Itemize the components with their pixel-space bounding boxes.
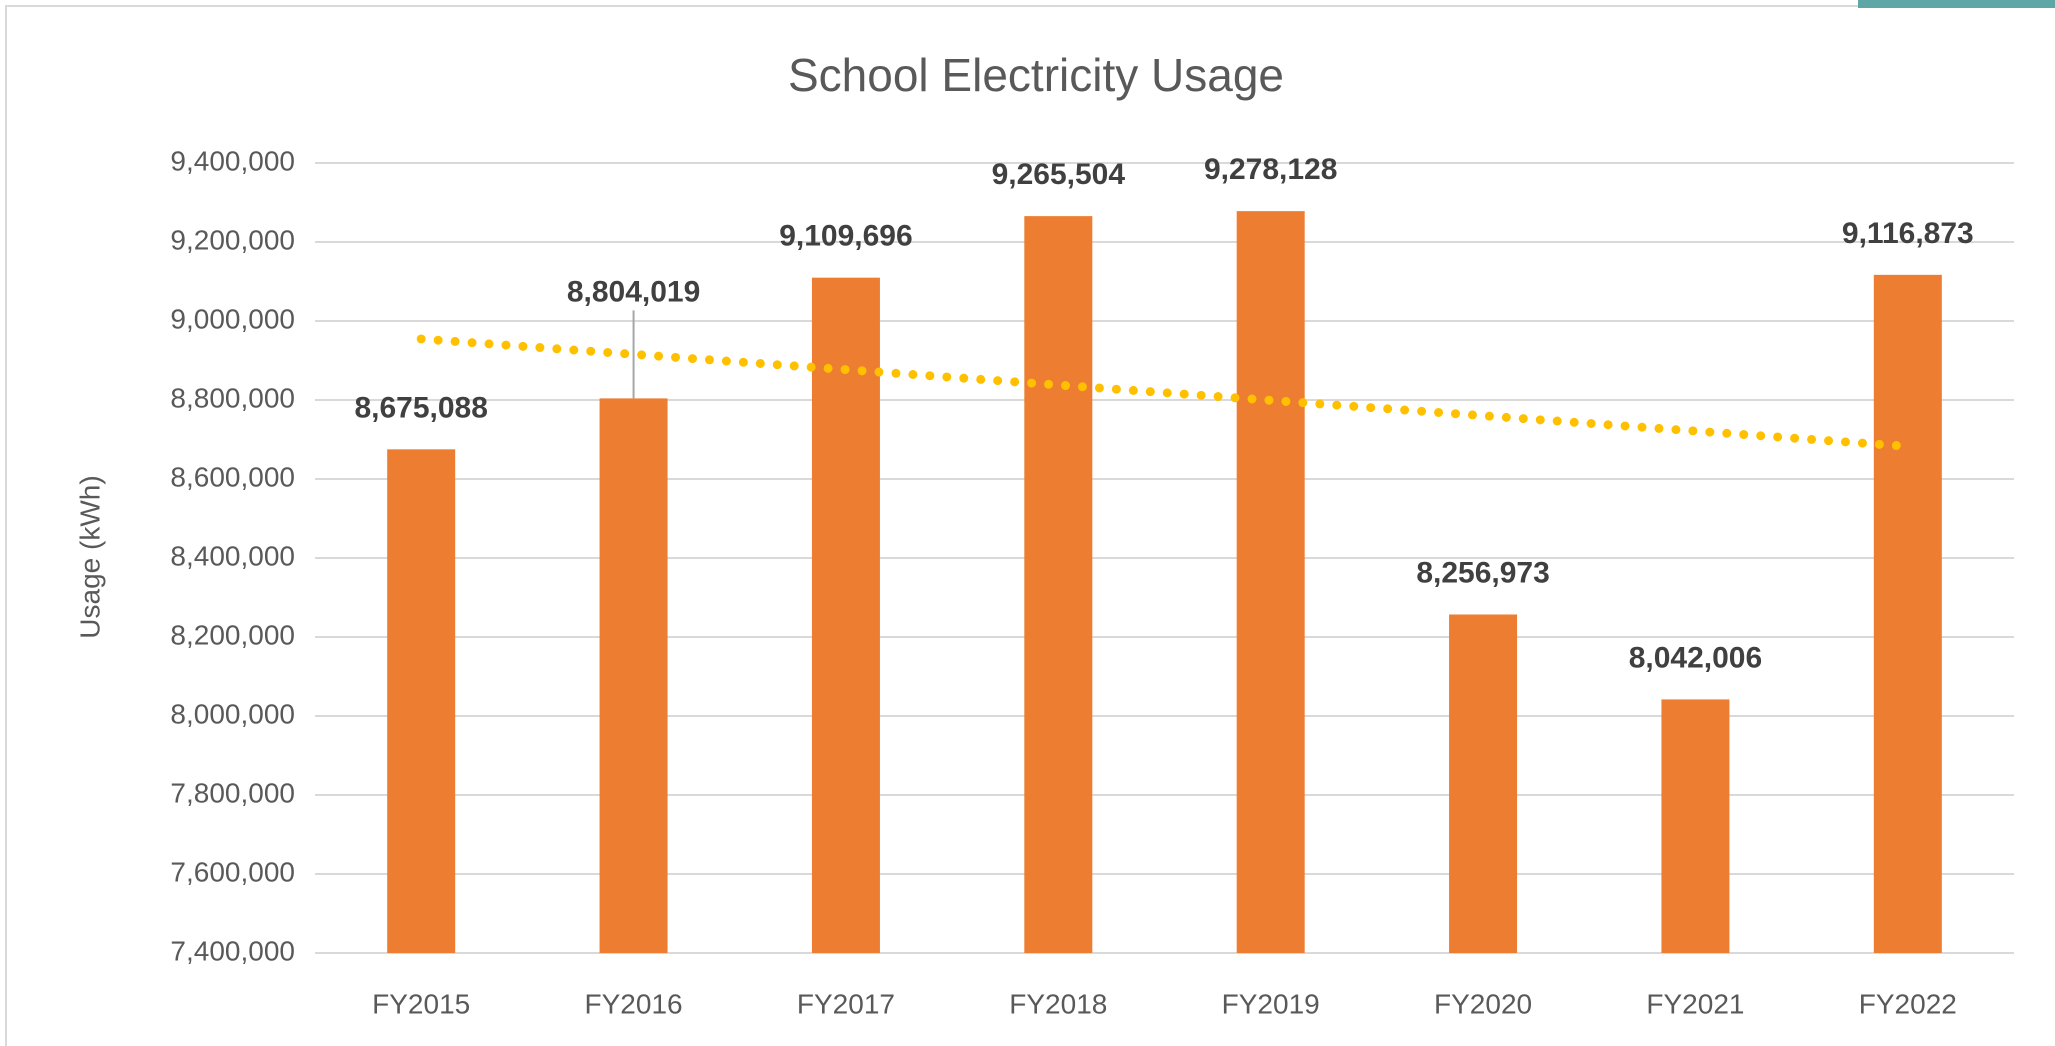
- y-tick-label: 8,400,000: [170, 540, 295, 571]
- x-tick-label: FY2020: [1434, 988, 1532, 1019]
- bar: [811, 277, 880, 954]
- x-tick-label: FY2021: [1646, 988, 1744, 1019]
- x-tick-label: FY2015: [372, 988, 470, 1019]
- y-tick-label: 8,200,000: [170, 619, 295, 650]
- bar: [1661, 699, 1730, 953]
- y-axis-label: Usage (kWh): [74, 475, 105, 638]
- data-label: 9,109,696: [779, 220, 912, 253]
- chart-title: School Electricity Usage: [788, 49, 1284, 101]
- bar: [1236, 211, 1305, 954]
- bar: [1873, 274, 1942, 953]
- y-tick-label: 8,600,000: [170, 461, 295, 492]
- x-tick-label: FY2018: [1009, 988, 1107, 1019]
- y-tick-label: 9,200,000: [170, 224, 295, 255]
- data-label: 9,116,873: [1842, 217, 1974, 250]
- data-label: 9,265,504: [992, 158, 1126, 191]
- bar: [1449, 614, 1518, 953]
- y-tick-label: 7,400,000: [170, 935, 295, 966]
- data-label: 8,256,973: [1416, 556, 1549, 589]
- trendline: [416, 334, 1913, 451]
- window-tab: [1858, 0, 2055, 8]
- y-tick-label: 7,600,000: [170, 856, 295, 887]
- data-label: 8,804,019: [567, 275, 700, 308]
- y-tick-label: 9,400,000: [170, 145, 295, 176]
- data-label: 8,675,088: [354, 391, 487, 424]
- y-tick-label: 8,800,000: [170, 382, 295, 413]
- bar: [599, 398, 668, 954]
- data-label: 9,278,128: [1204, 153, 1337, 186]
- y-tick-label: 7,800,000: [170, 777, 295, 808]
- x-tick-label: FY2016: [585, 988, 683, 1019]
- bar: [1024, 216, 1093, 953]
- data-label: 8,042,006: [1629, 641, 1762, 674]
- bar: [387, 449, 456, 953]
- x-tick-label: FY2019: [1222, 988, 1320, 1019]
- y-tick-label: 8,000,000: [170, 698, 295, 729]
- x-tick-label: FY2022: [1859, 988, 1957, 1019]
- x-tick-label: FY2017: [797, 988, 895, 1019]
- y-tick-label: 9,000,000: [170, 303, 295, 334]
